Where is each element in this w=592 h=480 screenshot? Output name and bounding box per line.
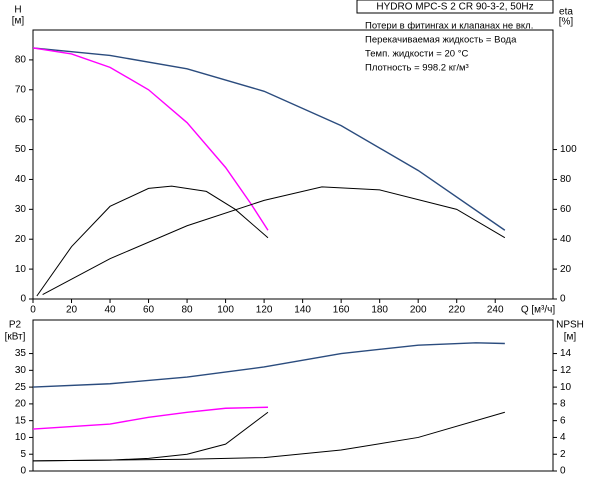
y2-unit: [м]: [564, 332, 577, 343]
chart-title: HYDRO MPC-S 2 CR 90-3-2, 50Hz: [376, 2, 533, 13]
x-tick-label: 120: [256, 305, 273, 316]
x-tick-label: 100: [217, 305, 234, 316]
y-tick-label: 15: [15, 415, 27, 426]
y2-tick-label: 14: [560, 348, 572, 359]
y-label: H: [14, 5, 21, 16]
y-tick-label: 5: [20, 449, 26, 460]
x-tick-label: 180: [371, 305, 388, 316]
curve: [32, 342, 505, 388]
curve: [32, 47, 506, 231]
y-tick-label: 25: [15, 382, 27, 393]
y2-tick-label: 6: [560, 415, 566, 426]
x-tick-label: 160: [333, 305, 350, 316]
plot-frame: [32, 319, 554, 472]
y2-tick-label: 2: [560, 449, 566, 460]
y2-tick-label: 60: [560, 204, 572, 215]
curve: [32, 411, 269, 462]
x-tick-label: 40: [104, 305, 116, 316]
y2-unit: [%]: [559, 17, 574, 28]
y2-tick-label: 100: [560, 144, 577, 155]
x-label: Q [м³/ч]: [521, 305, 556, 316]
curve: [36, 185, 269, 297]
y2-label: NPSH: [556, 320, 584, 331]
x-tick-label: 60: [143, 305, 155, 316]
y-unit: [м]: [12, 16, 25, 27]
y2-tick-label: 80: [560, 174, 572, 185]
x-tick-label: 80: [182, 305, 194, 316]
y2-tick-label: 8: [560, 399, 566, 410]
curve: [32, 411, 505, 462]
curve: [32, 47, 269, 231]
y2-tick-label: 40: [560, 234, 572, 245]
y-unit: [кВт]: [5, 332, 26, 343]
y-tick-label: 0: [20, 294, 26, 305]
y2-tick-label: 0: [560, 466, 566, 477]
y-label: P2: [9, 320, 22, 331]
curve: [32, 406, 268, 430]
y-tick-label: 60: [15, 114, 27, 125]
y2-tick-label: 12: [560, 365, 572, 376]
y-tick-label: 30: [15, 204, 27, 215]
y-tick-label: 30: [15, 365, 27, 376]
y-tick-label: 0: [20, 466, 26, 477]
x-tick-label: 200: [410, 305, 427, 316]
x-tick-label: 220: [448, 305, 465, 316]
x-tick-label: 140: [294, 305, 311, 316]
y2-tick-label: 4: [560, 432, 566, 443]
y-tick-label: 70: [15, 84, 27, 95]
y-tick-label: 20: [15, 399, 27, 410]
y2-tick-label: 10: [560, 382, 572, 393]
annotation: Потери в фитингах и клапанах не вкл.: [365, 21, 533, 32]
title-box: [356, 0, 554, 14]
y-tick-label: 35: [15, 348, 27, 359]
x-tick-label: 20: [66, 305, 78, 316]
y2-tick-label: 0: [560, 294, 566, 305]
y-tick-label: 40: [15, 174, 27, 185]
y-tick-label: 50: [15, 144, 27, 155]
y-tick-label: 10: [15, 432, 27, 443]
annotation: Плотность = 998.2 кг/м³: [365, 63, 469, 74]
annotation: Перекачиваемая жидкость = Вода: [365, 35, 517, 46]
y2-label: eta: [559, 7, 573, 18]
plot-frame: [32, 29, 554, 300]
y2-tick-label: 20: [560, 264, 572, 275]
x-tick-label: 240: [487, 305, 504, 316]
annotation: Темп. жидкости = 20 °C: [365, 49, 468, 60]
y-tick-label: 10: [15, 264, 27, 275]
y-tick-label: 20: [15, 234, 27, 245]
x-tick-label: 0: [30, 305, 36, 316]
curve: [42, 186, 506, 295]
y-tick-label: 80: [15, 55, 27, 66]
